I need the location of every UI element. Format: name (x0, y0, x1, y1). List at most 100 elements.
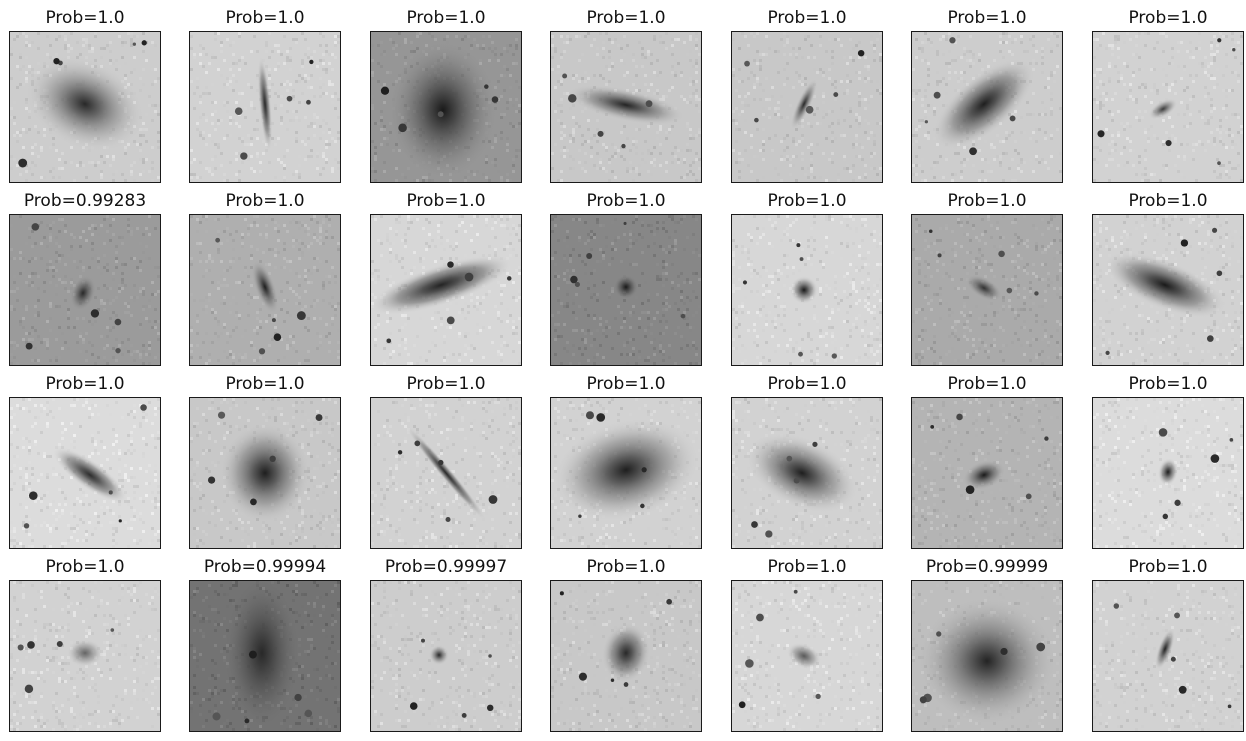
field-star (397, 450, 403, 455)
galaxy-image (189, 580, 341, 732)
panel-probability-title: Prob=1.0 (1128, 191, 1208, 211)
field-star (756, 613, 764, 622)
field-star (949, 37, 956, 44)
field-star (680, 313, 686, 319)
field-star (248, 650, 257, 659)
field-star (1009, 115, 1016, 122)
field-star (738, 701, 746, 709)
field-star (597, 130, 604, 137)
galaxy-image (370, 397, 522, 549)
galaxy-shape (933, 58, 1035, 150)
galaxy-image (9, 397, 161, 549)
field-star (754, 117, 759, 123)
field-star (562, 73, 568, 79)
field-star (306, 99, 311, 105)
field-star (488, 495, 498, 504)
field-star (140, 404, 147, 411)
panel-probability-title: Prob=1.0 (1128, 8, 1208, 28)
field-star (1217, 161, 1221, 166)
field-star (234, 107, 243, 115)
field-star (1210, 454, 1220, 463)
field-star (17, 644, 24, 651)
panel-probability-title: Prob=1.0 (947, 191, 1027, 211)
field-star (765, 530, 773, 538)
field-star (969, 147, 977, 156)
field-star (1227, 704, 1232, 709)
galaxy-shape (224, 581, 300, 728)
field-star (998, 250, 1005, 258)
field-star (398, 123, 407, 133)
panel-probability-title: Prob=1.0 (767, 8, 847, 28)
field-star (742, 280, 748, 285)
field-star (831, 353, 837, 359)
field-star (1229, 438, 1234, 442)
panel-probability-title: Prob=0.99997 (384, 557, 508, 577)
field-star (296, 311, 306, 321)
field-star (936, 631, 942, 637)
field-star (568, 94, 577, 103)
galaxy-image (731, 31, 883, 183)
galaxy-shape (552, 417, 700, 523)
galaxy-shape (52, 446, 128, 504)
galaxy-shape (429, 645, 449, 665)
field-star (484, 84, 489, 89)
field-star (640, 503, 645, 509)
field-star (250, 498, 257, 506)
panel-probability-title: Prob=1.0 (406, 374, 486, 394)
field-star (309, 59, 314, 65)
field-star (666, 598, 672, 605)
field-star (271, 318, 276, 323)
galaxy-image (731, 397, 883, 549)
galaxy-shape (1148, 98, 1178, 120)
galaxy-shape (601, 623, 651, 683)
panel-probability-title: Prob=1.0 (586, 191, 666, 211)
field-star (464, 272, 474, 282)
panel-probability-title: Prob=1.0 (1128, 557, 1208, 577)
field-star (217, 411, 226, 419)
field-star (1211, 227, 1218, 233)
field-star (132, 42, 136, 46)
field-star (815, 693, 821, 699)
field-star (1097, 130, 1105, 138)
field-star (23, 523, 30, 529)
field-star (744, 60, 750, 67)
galaxy-image (911, 214, 1063, 366)
panel-probability-title: Prob=1.0 (586, 374, 666, 394)
field-star (793, 589, 798, 594)
field-star (269, 455, 276, 463)
field-star (798, 351, 803, 357)
panel-probability-title: Prob=0.99994 (203, 557, 327, 577)
galaxy-shape (67, 639, 103, 667)
panel-probability-title: Prob=1.0 (45, 374, 125, 394)
field-star (491, 96, 499, 103)
field-star (258, 348, 266, 355)
field-star (461, 713, 467, 718)
field-star (380, 86, 390, 95)
field-star (793, 477, 800, 484)
field-star (110, 628, 115, 632)
field-star (965, 485, 975, 494)
galaxy-image (189, 31, 341, 183)
galaxy-image (911, 580, 1063, 732)
field-star (24, 684, 34, 694)
field-star (506, 276, 512, 281)
field-star (1170, 656, 1176, 662)
galaxy-image (370, 580, 522, 732)
galaxy-image (1092, 214, 1244, 366)
field-star (833, 92, 839, 98)
field-star (585, 411, 595, 420)
field-star (1174, 612, 1180, 619)
field-star (928, 229, 933, 234)
panel-probability-title: Prob=1.0 (767, 191, 847, 211)
field-star (447, 261, 454, 268)
field-star (933, 91, 941, 99)
field-star (930, 425, 935, 429)
field-star (240, 152, 248, 160)
field-star (578, 514, 582, 518)
panel-probability-title: Prob=1.0 (586, 8, 666, 28)
field-star (956, 413, 963, 421)
galaxy-image (911, 397, 1063, 549)
field-star (574, 281, 580, 288)
field-star (1113, 603, 1120, 609)
panel-probability-title: Prob=1.0 (225, 8, 305, 28)
